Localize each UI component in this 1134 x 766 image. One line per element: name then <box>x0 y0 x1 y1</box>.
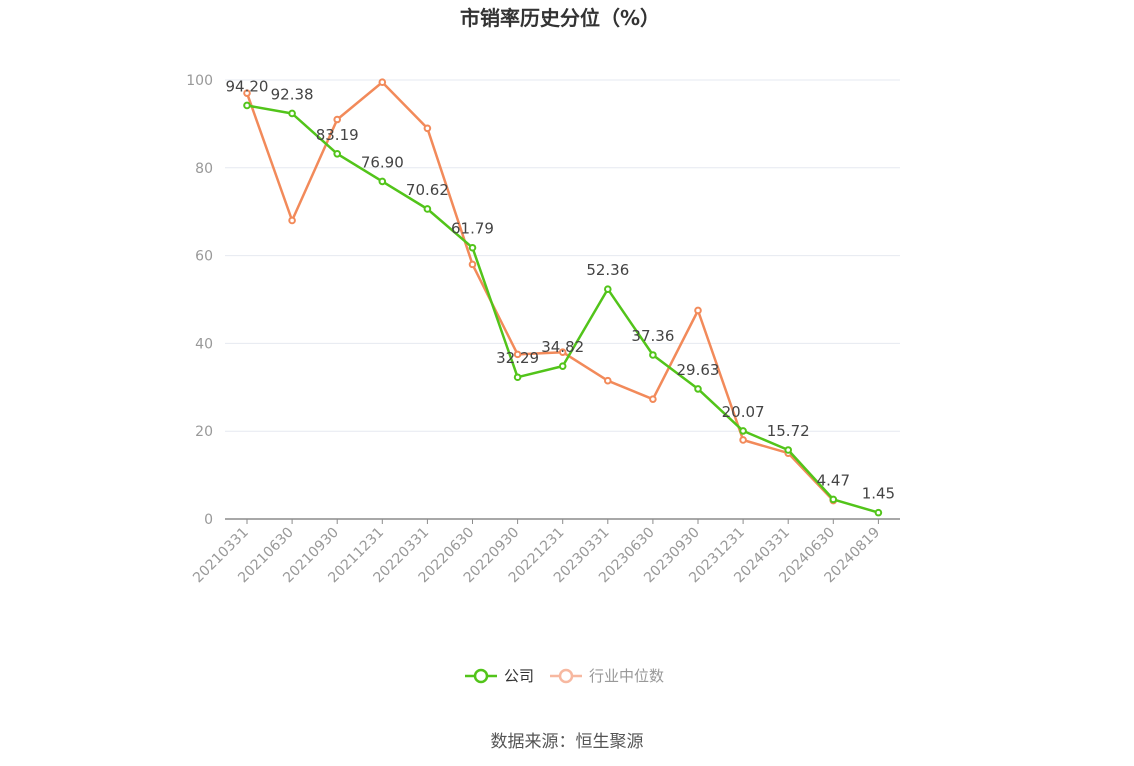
data-point[interactable] <box>649 351 657 359</box>
data-point[interactable] <box>784 446 793 454</box>
data-label: 4.47 <box>817 471 850 489</box>
data-point[interactable] <box>288 216 296 225</box>
data-point[interactable] <box>604 376 612 385</box>
data-point[interactable] <box>468 243 477 252</box>
legend-marker-icon <box>558 668 574 684</box>
data-label: 20.07 <box>722 403 765 421</box>
data-point[interactable] <box>468 260 477 269</box>
data-point[interactable] <box>739 427 747 435</box>
data-point[interactable] <box>333 115 342 124</box>
source-note: 数据来源：恒生聚源 <box>491 732 644 752</box>
data-label: 61.79 <box>451 220 494 238</box>
x-axis-ticks: 2021033120210630202109302021123120220331… <box>190 525 883 587</box>
legend-label: 公司 <box>504 667 534 685</box>
data-point[interactable] <box>694 385 702 393</box>
y-tick-label: 20 <box>195 424 213 440</box>
chart-title: 市销率历史分位（%） <box>460 6 660 30</box>
data-label: 70.62 <box>406 181 449 199</box>
data-point[interactable] <box>243 89 251 97</box>
data-point[interactable] <box>829 495 838 504</box>
data-label: 76.90 <box>361 153 404 171</box>
data-point[interactable] <box>333 149 342 158</box>
data-point[interactable] <box>378 177 387 186</box>
data-point[interactable] <box>694 306 702 315</box>
data-point[interactable] <box>513 350 522 359</box>
data-label: 92.38 <box>271 85 314 103</box>
data-point[interactable] <box>604 285 612 293</box>
data-point[interactable] <box>739 436 747 444</box>
data-point[interactable] <box>423 124 432 133</box>
legend-marker-icon <box>473 668 489 684</box>
y-tick-label: 80 <box>195 161 213 177</box>
legend-item-company[interactable]: 公司 <box>465 667 534 685</box>
data-label: 15.72 <box>767 422 810 440</box>
data-label: 32.29 <box>496 349 539 367</box>
data-label: 29.63 <box>677 361 720 379</box>
data-point[interactable] <box>558 348 567 356</box>
data-label: 1.45 <box>862 485 895 503</box>
data-label: 94.20 <box>226 77 269 95</box>
legend-label: 行业中位数 <box>589 667 664 685</box>
data-point[interactable] <box>558 362 567 370</box>
x-axis <box>225 518 900 524</box>
legend: 公司 行业中位数 <box>465 667 664 685</box>
data-point[interactable] <box>243 101 251 110</box>
y-tick-label: 40 <box>195 336 213 352</box>
data-label: 37.36 <box>631 327 674 345</box>
y-axis-ticks: 0 20 40 60 80 100 <box>186 73 213 528</box>
data-point[interactable] <box>649 395 657 403</box>
y-tick-label: 100 <box>186 73 213 89</box>
series-company <box>243 101 883 517</box>
grid-lines <box>225 79 900 432</box>
data-label: 34.82 <box>541 338 584 356</box>
series-lines <box>243 78 883 517</box>
data-point[interactable] <box>423 205 432 213</box>
data-label: 52.36 <box>586 261 629 279</box>
legend-item-industry-median[interactable]: 行业中位数 <box>550 667 664 685</box>
y-tick-label: 0 <box>204 512 213 528</box>
data-point[interactable] <box>378 78 387 86</box>
data-label: 83.19 <box>316 126 359 144</box>
y-tick-label: 60 <box>195 249 213 265</box>
data-point[interactable] <box>874 508 883 517</box>
data-point[interactable] <box>288 109 296 118</box>
data-point[interactable] <box>513 373 522 382</box>
series-line <box>245 80 835 502</box>
